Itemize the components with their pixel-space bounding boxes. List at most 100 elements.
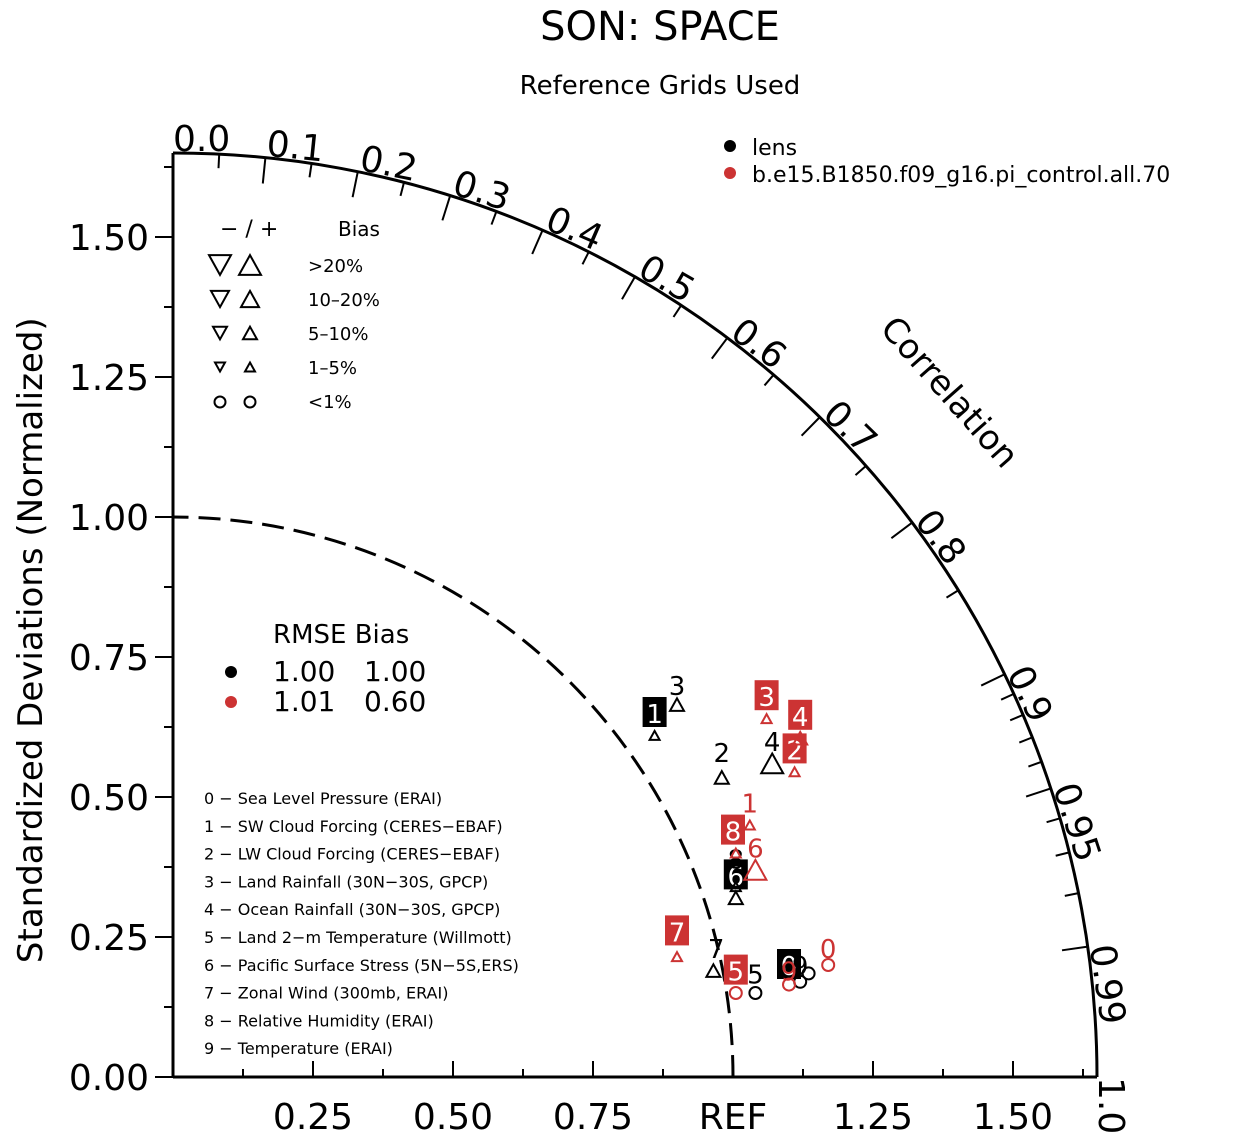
point-label: 7 — [708, 935, 725, 965]
corr-tick-label: 0.8 — [907, 502, 974, 572]
y-tick-label: 0.75 — [69, 638, 149, 679]
bias-legend-circle — [213, 395, 227, 409]
corr-minor-tick — [854, 465, 867, 476]
point-label: 2 — [714, 739, 731, 769]
point-label-box — [788, 699, 813, 730]
point-label-box — [754, 680, 779, 711]
bias-circle-marker — [728, 986, 743, 1000]
bias-legend-header: Bias — [338, 217, 380, 241]
corr-tick — [1025, 787, 1052, 798]
rmse-value: 1.00 — [273, 655, 335, 688]
bias-legend-down — [211, 325, 229, 342]
bias-triangle-marker — [704, 962, 723, 978]
arcs — [172, 151, 1099, 1078]
corr-minor-tick — [581, 251, 590, 265]
rmse-bias-value: 0.60 — [364, 685, 426, 718]
variable-item: 9 − Temperature (ERAI) — [204, 1039, 393, 1058]
variable-item: 0 − Sea Level Pressure (ERAI) — [204, 789, 442, 808]
point-label: 0 — [781, 952, 798, 982]
point-label: 3 — [758, 683, 775, 713]
bias-legend-up — [241, 324, 259, 341]
point-label: 6 — [728, 862, 745, 892]
x-tick-label: REF — [699, 1097, 767, 1135]
corr-minor-tick — [1000, 692, 1015, 701]
legend-entry: lens — [752, 136, 797, 161]
legend-dot — [724, 140, 736, 152]
corr-tick — [710, 337, 729, 360]
corr-minor-tick — [217, 154, 221, 169]
x-tick-label: 1.25 — [833, 1097, 913, 1135]
corr-tick — [531, 229, 544, 255]
corr-minor-tick — [1028, 760, 1042, 768]
corr-tick — [1061, 945, 1088, 952]
rmse-dot — [225, 696, 237, 708]
reference-arc — [172, 515, 735, 1078]
bias-legend-down — [213, 361, 227, 374]
corr-minor-tick — [1064, 892, 1079, 897]
corr-minor-tick — [763, 374, 775, 387]
y-tick-label: 0.25 — [69, 918, 149, 959]
y-tick-label: 0.50 — [69, 778, 149, 819]
corr-minor-tick — [308, 163, 313, 178]
corr-tick-label: 0.5 — [632, 247, 702, 311]
y-tick-label: 0.00 — [69, 1058, 149, 1099]
corr-tick — [621, 276, 636, 300]
variable-item: 7 − Zonal Wind (300mb, ERAI) — [204, 984, 448, 1003]
corr-minor-tick — [1009, 713, 1024, 722]
corr-tick-label: 0.99 — [1081, 942, 1133, 1027]
point-label: 8 — [728, 846, 745, 876]
corr-minor-tick — [490, 211, 498, 225]
rmse-header: RMSE Bias — [273, 620, 409, 650]
bias-legend-down — [207, 254, 233, 277]
variable-item: 4 − Ocean Rainfall (30N−30S, GPCP) — [204, 900, 500, 919]
bias-triangle-marker — [759, 712, 774, 725]
axes: 0.000.250.500.751.001.251.500.25 0.50 0.75… — [11, 153, 1097, 1135]
corr-tick-label: 0.7 — [815, 393, 885, 462]
bias-legend-up — [239, 288, 261, 309]
point-label: 5 — [728, 958, 745, 988]
point-label: 6 — [747, 834, 764, 864]
point-label: 1 — [646, 700, 663, 730]
corr-minor-tick — [1046, 817, 1061, 824]
point-label-box — [723, 859, 748, 890]
bias-triangle-marker — [727, 889, 745, 906]
y-tick-label: 1.00 — [69, 498, 149, 539]
x-tick-label: 0.50 — [413, 1097, 493, 1135]
bias-triangle-marker — [713, 769, 731, 785]
variable-item: 6 − Pacific Surface Stress (5N−5S,ERS) — [204, 956, 519, 975]
corr-tick-label: 1.0 — [1090, 1077, 1131, 1134]
bias-legend-up — [237, 253, 263, 276]
variable-item: 3 − Land Rainfall (30N−30S, GPCP) — [204, 872, 488, 891]
bias-triangle-marker — [729, 880, 743, 893]
bias-legend-label: >20% — [308, 256, 363, 277]
bias-legend-label: 10–20% — [308, 290, 380, 311]
bias-triangle-marker — [787, 765, 802, 778]
bias-legend-label: 5–10% — [308, 324, 368, 345]
point-label-box — [782, 733, 807, 764]
corr-minor-tick — [399, 182, 405, 197]
variable-item: 1 − SW Cloud Forcing (CERES−EBAF) — [204, 817, 503, 836]
series-legend: lensb.e15.B1850.f09_g16.pi_control.all.7… — [724, 136, 1170, 188]
corr-tick-label: 0.0 — [173, 119, 230, 160]
corr-tick — [261, 157, 267, 184]
bias-legend: − / + Bias >20% 10–20% 5–10% 1–5% <1% — [207, 217, 380, 413]
rmse-bias-value: 1.00 — [364, 655, 426, 688]
bias-circle-marker — [748, 986, 763, 1000]
bias-triangle-marker — [647, 728, 662, 741]
x-tick-label: 1.50 — [973, 1097, 1053, 1135]
variable-item: 2 − LW Cloud Forcing (CERES−EBAF) — [204, 845, 500, 864]
x-tick-label: 0.75 — [553, 1097, 633, 1135]
point-label-box — [777, 949, 801, 979]
bias-triangle-marker — [668, 696, 686, 712]
point-label: 9 — [792, 952, 809, 982]
point-label-box — [721, 814, 745, 845]
point-label: 5 — [747, 960, 764, 990]
point-label: 3 — [669, 672, 686, 702]
bias-triangle-marker — [791, 729, 809, 746]
bias-legend-circle — [243, 395, 257, 409]
